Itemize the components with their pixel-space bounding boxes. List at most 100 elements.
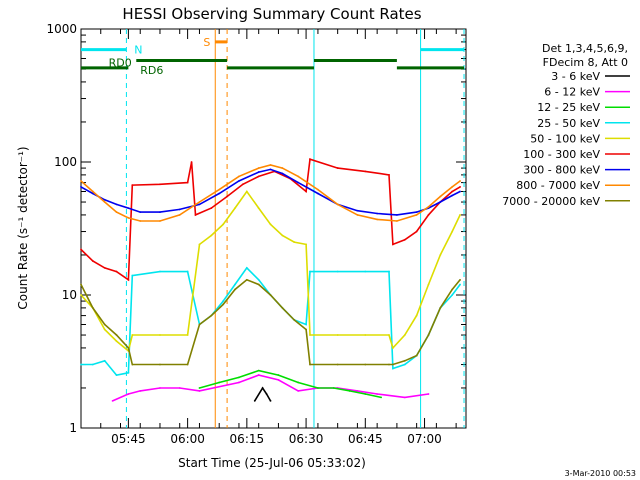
data-point bbox=[103, 266, 106, 269]
data-point bbox=[439, 201, 442, 203]
data-point bbox=[139, 211, 142, 214]
data-point bbox=[80, 180, 82, 182]
data-point bbox=[269, 294, 272, 296]
data-point bbox=[305, 243, 307, 246]
data-point bbox=[245, 190, 248, 193]
data-point bbox=[427, 393, 430, 395]
data-point bbox=[159, 183, 161, 186]
chart-title: HESSI Observing Summary Count Rates bbox=[122, 5, 421, 23]
data-point bbox=[277, 374, 280, 376]
data-point bbox=[388, 173, 390, 176]
data-point bbox=[159, 334, 161, 336]
data-point bbox=[309, 334, 311, 336]
data-point bbox=[451, 288, 454, 291]
data-point bbox=[293, 241, 296, 243]
data-point bbox=[115, 340, 118, 343]
data-point bbox=[459, 190, 461, 193]
data-point bbox=[364, 334, 367, 336]
data-point bbox=[336, 203, 339, 206]
plot-area: 1 10 100 1000 05:45 06:00 06:15 06:30 06:45 07:00… bbox=[46, 22, 467, 446]
data-point bbox=[269, 164, 272, 166]
data-point bbox=[364, 270, 367, 273]
y-tick-label: 1000 bbox=[46, 22, 77, 36]
legend-label: 7000 - 20000 keV bbox=[502, 195, 600, 208]
data-point bbox=[103, 201, 106, 203]
data-point bbox=[257, 167, 260, 169]
data-point bbox=[336, 363, 339, 366]
legend-label: 300 - 800 keV bbox=[523, 164, 600, 177]
data-point bbox=[186, 334, 189, 336]
data-point bbox=[451, 294, 454, 296]
data-point bbox=[376, 218, 379, 221]
data-point bbox=[356, 209, 359, 212]
data-point bbox=[403, 238, 406, 241]
data-point bbox=[115, 203, 118, 206]
data-point bbox=[115, 334, 118, 336]
data-point bbox=[91, 192, 94, 195]
series-line bbox=[112, 374, 429, 402]
data-point bbox=[395, 214, 398, 216]
data-point bbox=[238, 175, 240, 178]
data-point bbox=[115, 211, 118, 214]
data-point bbox=[91, 260, 94, 262]
data-point bbox=[131, 363, 134, 366]
data-point bbox=[439, 195, 442, 198]
data-point bbox=[115, 374, 118, 376]
data-point bbox=[257, 374, 260, 376]
data-point bbox=[111, 399, 114, 402]
data-point bbox=[257, 175, 260, 178]
data-point bbox=[451, 185, 454, 188]
data-point bbox=[159, 211, 161, 214]
legend-label: 25 - 50 keV bbox=[537, 117, 600, 130]
data-point bbox=[190, 161, 193, 163]
data-point bbox=[376, 393, 379, 395]
series-line bbox=[80, 278, 461, 366]
data-point bbox=[459, 214, 461, 216]
data-point bbox=[336, 270, 339, 273]
data-point bbox=[388, 334, 390, 336]
data-point bbox=[427, 205, 430, 208]
data-point bbox=[234, 283, 236, 286]
legend-header-line-1: Det 1,3,4,5,6,9, bbox=[542, 42, 628, 55]
data-point bbox=[427, 283, 430, 286]
y-tick-label: 1 bbox=[69, 421, 77, 435]
x-tick-label: 06:15 bbox=[230, 432, 265, 446]
data-point bbox=[103, 323, 106, 326]
data-point bbox=[186, 181, 189, 184]
data-point bbox=[451, 190, 454, 193]
data-point bbox=[403, 363, 406, 366]
data-point bbox=[80, 185, 82, 188]
data-point bbox=[210, 207, 213, 210]
data-point bbox=[131, 274, 134, 277]
data-point bbox=[127, 278, 130, 281]
data-point bbox=[392, 347, 394, 349]
data-point bbox=[332, 387, 335, 389]
data-point bbox=[392, 243, 394, 246]
data-point bbox=[388, 363, 390, 366]
series-line bbox=[81, 266, 461, 376]
data-point bbox=[281, 167, 284, 169]
footer-date: 3-Mar-2010 00:53 bbox=[565, 469, 636, 478]
data-point bbox=[198, 203, 201, 206]
data-point bbox=[234, 207, 236, 210]
y-tick-label: 100 bbox=[54, 155, 77, 169]
x-tick-label: 06:30 bbox=[289, 432, 324, 446]
data-point bbox=[198, 201, 201, 203]
data-point bbox=[127, 393, 130, 395]
data-point bbox=[178, 208, 181, 211]
data-point bbox=[139, 390, 142, 392]
data-point bbox=[91, 363, 94, 366]
data-point bbox=[459, 283, 461, 286]
data-point bbox=[427, 334, 430, 336]
data-point bbox=[269, 223, 272, 226]
data-point bbox=[305, 328, 307, 331]
data-point bbox=[376, 212, 379, 215]
data-point bbox=[293, 318, 296, 321]
legend-label: 3 - 6 keV bbox=[551, 70, 600, 83]
data-point bbox=[186, 363, 189, 366]
data-point bbox=[415, 354, 418, 357]
data-point bbox=[222, 223, 225, 226]
data-point bbox=[80, 283, 82, 286]
data-point bbox=[427, 214, 430, 216]
data-point bbox=[80, 363, 82, 366]
